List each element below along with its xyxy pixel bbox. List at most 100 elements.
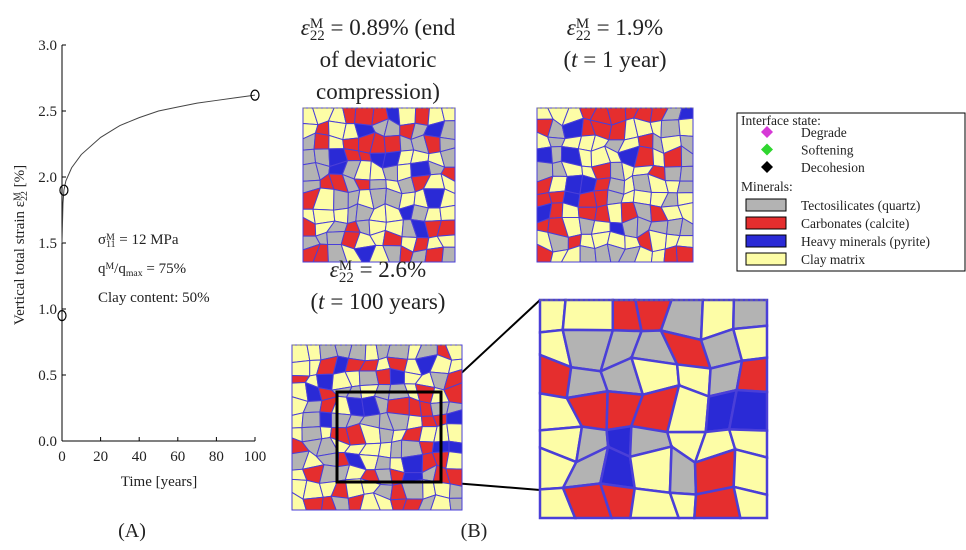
grain (410, 160, 432, 178)
subscript: max (126, 268, 143, 279)
rich-text: ε22M = 0.89% (end (301, 15, 456, 44)
legend-swatch (745, 198, 787, 212)
italic-run: ε (567, 15, 577, 40)
text-run: = 1.9% (591, 15, 663, 40)
legend-label: Heavy minerals (pyrite) (801, 234, 930, 249)
subscript: 11 (106, 239, 116, 250)
grain (606, 202, 623, 224)
grain (333, 188, 349, 211)
grain (650, 248, 666, 263)
grain (400, 453, 424, 474)
y-tick-label: 0.5 (38, 368, 57, 384)
y-tick-label: 3.0 (38, 38, 57, 54)
x-tick-label: 60 (170, 449, 185, 465)
text-run: /q (114, 261, 126, 277)
x-tick-label: 100 (244, 449, 267, 465)
grain (377, 441, 393, 459)
marker (57, 310, 67, 322)
text-run: = 100 years) (325, 289, 446, 314)
legend-label: Degrade (801, 125, 847, 140)
grain (358, 370, 380, 387)
text-run: of deviatoric (320, 47, 437, 72)
grain (548, 202, 564, 219)
superscript: M (576, 16, 589, 32)
grain (424, 246, 445, 263)
text-run: compression) (316, 79, 440, 104)
legend-diamond (761, 126, 773, 138)
grain (735, 356, 769, 394)
subscript: 22 (339, 270, 354, 286)
zoom-box (335, 390, 443, 484)
grain (678, 117, 694, 137)
microstructure (536, 107, 694, 263)
x-tick-label: 80 (209, 449, 224, 465)
legend-swatch (745, 234, 787, 248)
grain (414, 107, 431, 127)
grain (732, 485, 769, 520)
superscript: M (106, 232, 115, 243)
rich-text: ε22M = 2.6% (330, 257, 426, 286)
grain (679, 165, 694, 182)
grain (291, 359, 311, 377)
data-line (61, 94, 256, 244)
rich-text: Clay content: 50% (98, 290, 210, 306)
grain (548, 190, 566, 204)
grain (550, 145, 563, 165)
grain (389, 367, 405, 386)
grain (389, 439, 403, 459)
marker (59, 184, 69, 196)
grain (536, 146, 553, 164)
superscript: M (12, 192, 23, 201)
italic-run: ε (330, 257, 340, 282)
x-axis-label: Time [years] (121, 474, 198, 490)
text-run: = 0.89% (end (325, 15, 456, 40)
grain (445, 451, 463, 470)
y-tick-label: 2.5 (38, 104, 57, 120)
grain (354, 107, 375, 127)
text-run: = 75% (143, 261, 186, 277)
x-tick-label: 0 (58, 449, 66, 465)
text-run: ( (311, 289, 319, 314)
superscript: M (106, 261, 115, 272)
x-tick-label: 40 (132, 449, 147, 465)
grain (538, 298, 567, 334)
microstructure (302, 107, 456, 263)
grain (660, 119, 681, 139)
text-run: = 12 MPa (115, 232, 178, 248)
y-tick-label: 0.0 (38, 434, 57, 450)
grain (446, 423, 463, 444)
panel-label: (A) (118, 520, 146, 542)
grain (291, 412, 304, 429)
grain (319, 411, 333, 429)
grain (727, 388, 769, 432)
y-tick-label: 2.0 (38, 170, 57, 186)
rich-text: qM/qmax = 75% (98, 261, 186, 280)
text-run: [%] (12, 165, 28, 191)
rich-text: (t = 1 year) (563, 47, 666, 72)
grain (397, 107, 417, 127)
grain (302, 496, 324, 511)
grain (579, 245, 597, 263)
text-run: = 2.6% (354, 257, 426, 282)
rich-text: (t = 100 years) (311, 289, 446, 314)
panel-label: (B) (461, 520, 488, 542)
grain (306, 344, 322, 362)
grain (383, 134, 402, 154)
grain (732, 298, 769, 331)
subscript: 22 (19, 191, 30, 201)
legend-heading: Interface state: (741, 113, 821, 128)
text-run: ( (563, 47, 571, 72)
legend-label: Clay matrix (801, 252, 865, 267)
rich-text: Vertical total strain ε22M [%] (12, 165, 31, 325)
grain (664, 166, 683, 182)
grain (439, 204, 456, 222)
grain (561, 298, 615, 332)
microstructure (291, 344, 463, 511)
grain (676, 180, 694, 194)
marker (250, 89, 260, 101)
superscript: M (310, 16, 323, 32)
grain (648, 229, 668, 253)
grain (441, 246, 456, 263)
y-tick-label: 1.0 (38, 302, 57, 318)
